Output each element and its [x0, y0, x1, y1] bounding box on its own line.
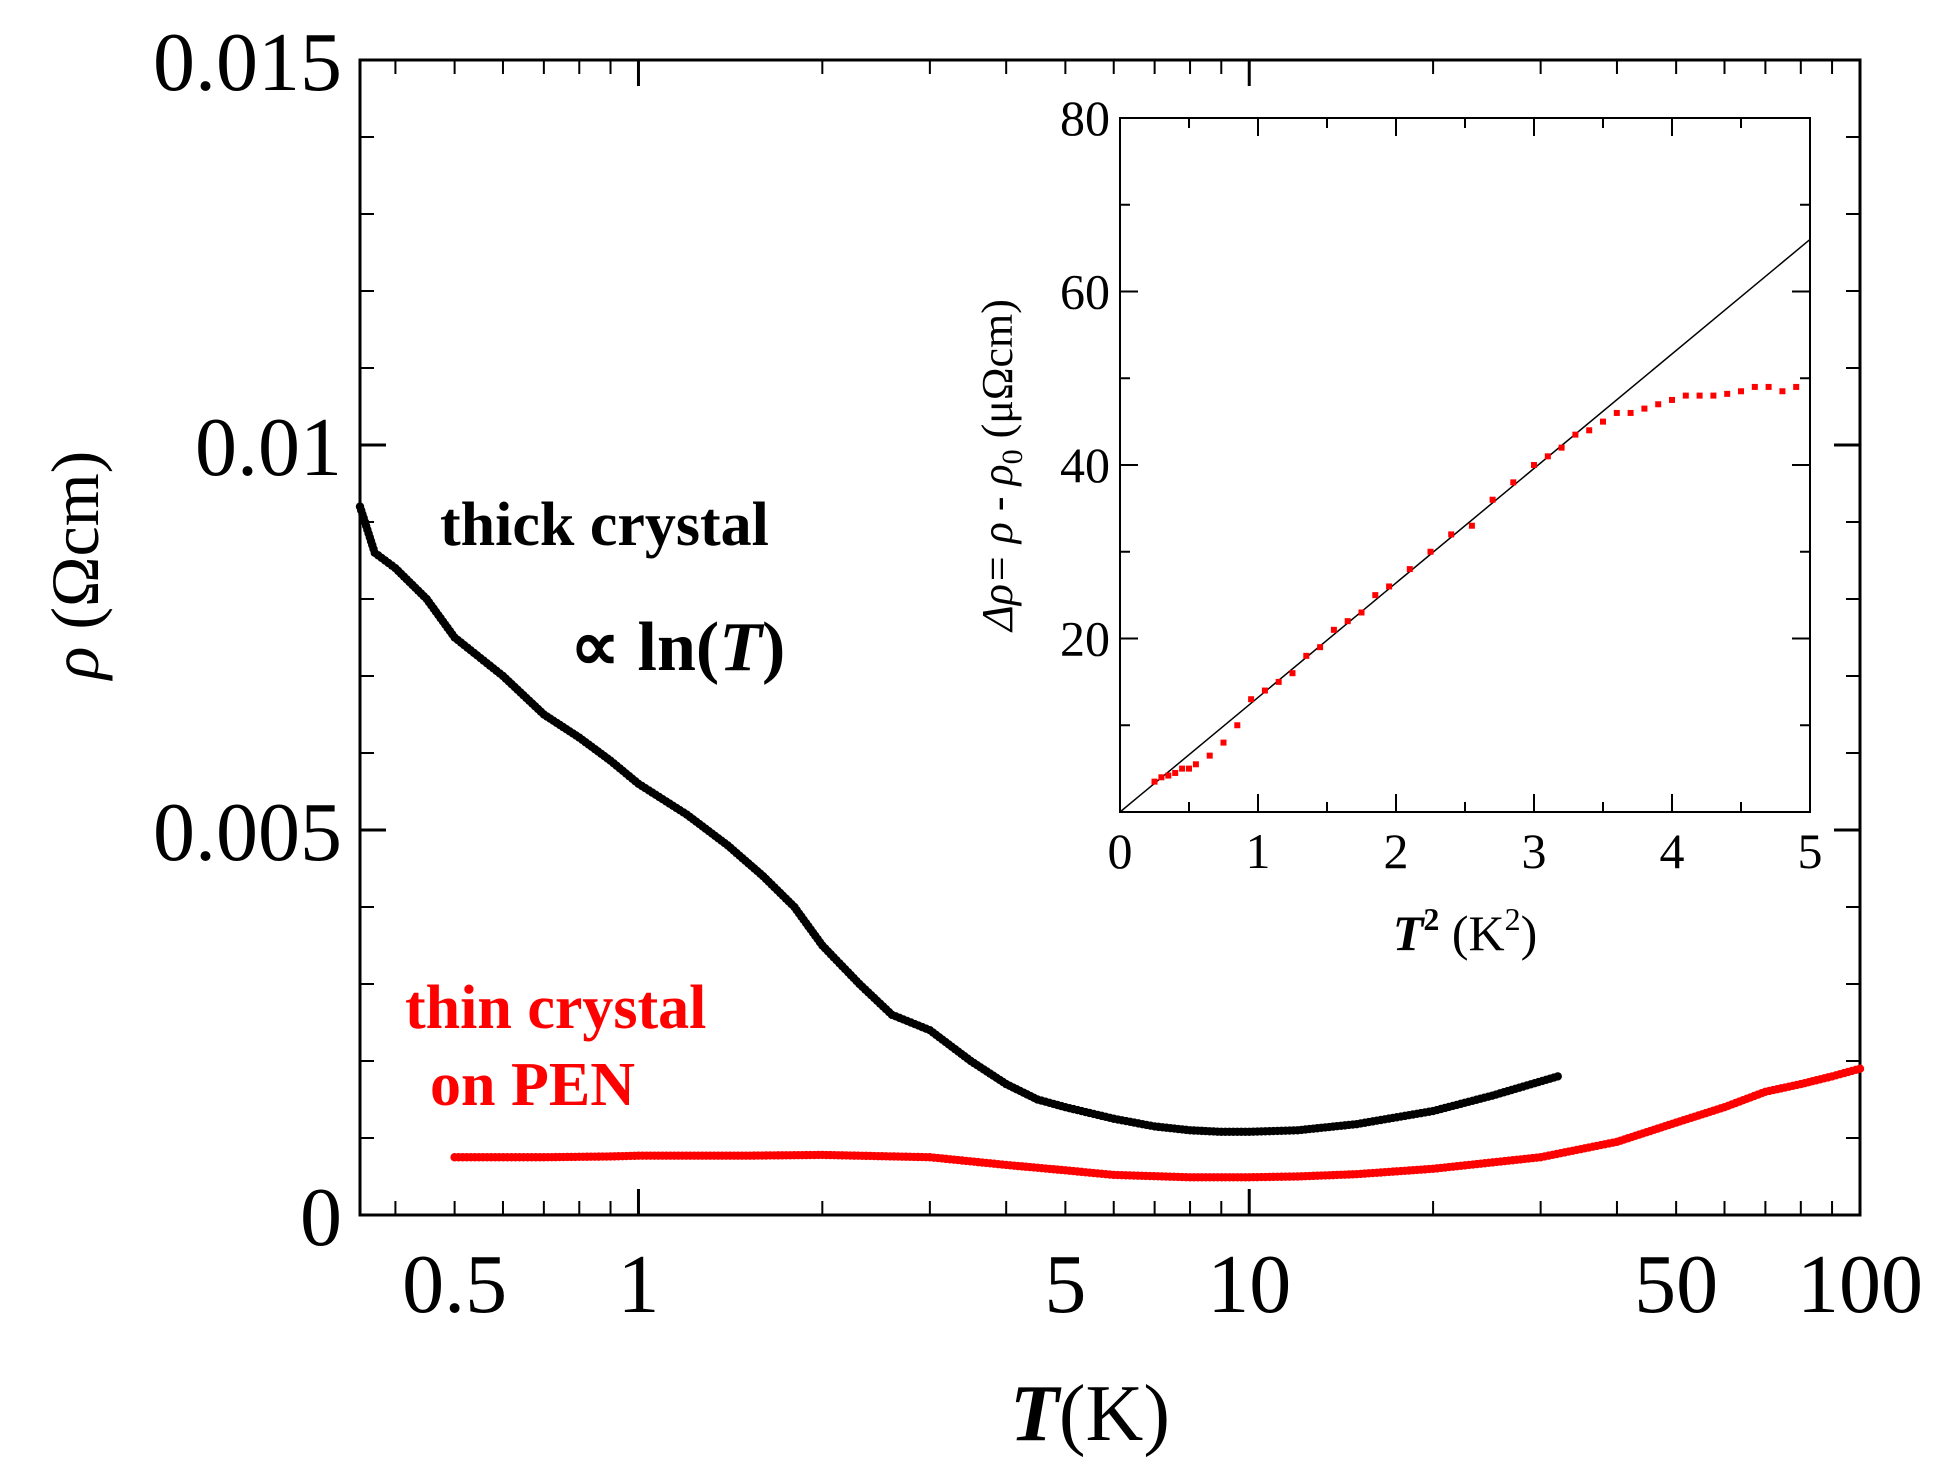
inset-y-tick-label: 40 [1060, 437, 1110, 493]
inset-data-point [1386, 583, 1393, 590]
inset-x-tick-label: 1 [1246, 823, 1271, 879]
inset-data-point [1738, 388, 1744, 395]
inset-data-point [1586, 427, 1593, 434]
inset-x-axis-label: T2 (K2) [1393, 901, 1537, 961]
inset-x-tick-label: 4 [1660, 823, 1685, 879]
inset-y-tick-label: 60 [1060, 264, 1110, 320]
inset-data-point [1558, 444, 1565, 451]
inset-data-point [1696, 392, 1703, 399]
inset-data-point [1641, 405, 1648, 412]
inset-x-ticks: 0 1 2 3 4 5 [1108, 118, 1823, 879]
inset-data-point [1448, 531, 1455, 538]
main-x-tick-label: 50 [1634, 1238, 1718, 1331]
inset-data-point [1165, 772, 1172, 779]
inset-x-tick-label: 5 [1798, 823, 1823, 879]
main-x-tick-label: 1 [617, 1238, 659, 1331]
inset-data-point [1358, 609, 1365, 616]
inset-y-axis-label: Δρ= ρ - ρ0 (μΩcm) [973, 299, 1029, 633]
main-y-ticks: 0 0.005 0.01 0.015 [153, 16, 1860, 1264]
inset-data-point [1600, 418, 1606, 425]
inset-data-point [1765, 383, 1772, 390]
thick-crystal-label: thick crystal [440, 491, 769, 559]
series-thin-crystal-on-PEN [450, 1064, 1865, 1182]
inset-data-point [1186, 765, 1192, 772]
inset-data-point [1669, 396, 1675, 403]
inset-data-point [1682, 392, 1689, 399]
main-y-axis-label: ρ (Ωcm) [37, 451, 113, 682]
inset-data-point [1261, 687, 1268, 694]
inset-fit-line [1119, 238, 1811, 813]
main-y-tick-label: 0.015 [153, 16, 342, 109]
inset-y-tick-label: 20 [1060, 611, 1110, 667]
inset-data-point [1427, 548, 1434, 555]
inset-y-ticks: 20 40 60 80 [1060, 90, 1810, 727]
proportional-ln-label: ∝ ln(T) [570, 609, 785, 686]
inset-data-point [1289, 670, 1296, 677]
main-series [355, 502, 1865, 1182]
inset-plot: 20 40 60 80 0 1 2 3 4 5 Δρ= ρ - ρ0 (μΩcm) T2 (K2… [973, 90, 1823, 961]
data-point [1553, 1072, 1562, 1081]
inset-data-point [1489, 496, 1496, 503]
inset-data-point [1192, 761, 1199, 768]
inset-data-point [1572, 431, 1579, 438]
inset-data-point [1510, 479, 1517, 486]
inset-data-point [1531, 462, 1537, 468]
inset-data-point [1303, 652, 1310, 659]
inset-data-point [1372, 592, 1379, 599]
main-plot-frame [358, 58, 1862, 1217]
main-x-ticks: 0.5 1 5 10 50 100 [394, 60, 1923, 1331]
inset-series [1119, 238, 1811, 813]
inset-data-point [1206, 752, 1213, 759]
inset-plot-frame [1119, 117, 1811, 813]
main-x-axis-label: T(K) [1010, 1370, 1170, 1458]
inset-data-point [1655, 401, 1662, 408]
inset-data-point [1158, 774, 1165, 781]
inset-data-point [1613, 409, 1620, 416]
inset-data-point [1330, 626, 1337, 633]
inset-data-point [1275, 678, 1282, 685]
main-y-tick-label: 0.005 [153, 786, 342, 879]
inset-data-point [1234, 722, 1241, 729]
on-pen-label: on PEN [430, 1051, 635, 1119]
inset-data-point [1317, 644, 1324, 651]
main-y-tick-label: 0 [300, 1171, 342, 1264]
main-y-tick-label: 0.01 [195, 401, 342, 494]
series-thick-crystal [355, 502, 1562, 1137]
inset-data-point [1724, 390, 1731, 397]
data-point [1855, 1064, 1865, 1073]
main-x-tick-label: 5 [1044, 1238, 1086, 1331]
main-x-tick-label: 0.5 [402, 1238, 507, 1331]
inset-data-point [1344, 618, 1351, 625]
main-x-tick-label: 10 [1207, 1238, 1291, 1331]
inset-x-tick-label: 2 [1384, 823, 1409, 879]
inset-y-tick-label: 80 [1060, 90, 1110, 146]
inset-data-point [1172, 769, 1179, 776]
inset-data-point [1406, 566, 1413, 573]
inset-data-point [1220, 739, 1227, 746]
inset-data-point [1179, 765, 1186, 772]
inset-data-point [1710, 392, 1717, 399]
inset-data-point [1151, 778, 1158, 785]
inset-x-tick-label: 0 [1108, 823, 1133, 879]
inset-data-point [1544, 453, 1551, 460]
inset-data-point [1627, 409, 1634, 416]
inset-data-point [1248, 696, 1255, 703]
inset-data-point [1751, 383, 1758, 390]
main-x-tick-label: 100 [1797, 1238, 1923, 1331]
thin-crystal-label: thin crystal [405, 974, 706, 1042]
inset-data-point [1468, 522, 1475, 529]
inset-data-point [1793, 383, 1800, 390]
inset-x-tick-label: 3 [1522, 823, 1547, 879]
inset-data-point [1779, 388, 1786, 395]
